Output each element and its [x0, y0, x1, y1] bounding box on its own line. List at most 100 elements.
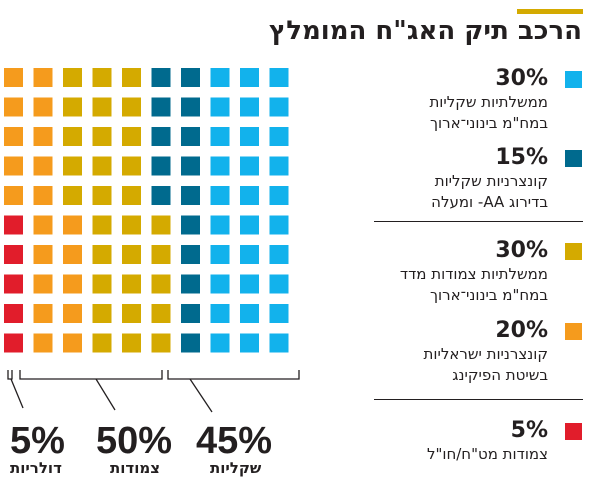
- waffle-cell-usd: [4, 304, 23, 323]
- legend-label-line: צמודות מט"ח/חו"ל: [426, 445, 548, 463]
- legend-item-gov-linked: 30% ממשלתיות צמודות מדד במח"מ בינוני־ארו…: [342, 238, 582, 308]
- waffle-cell-gov_cpi: [240, 186, 259, 205]
- waffle-cell-gov_linked: [122, 304, 141, 323]
- waffle-cell-corp_linked: [33, 245, 53, 264]
- waffle-cell-corp_cpi: [151, 156, 171, 176]
- waffle-cell-gov_linked: [122, 68, 141, 87]
- waffle-cell-gov_cpi: [210, 304, 230, 323]
- legend-divider: [374, 399, 583, 400]
- waffle-cell-gov_cpi: [210, 97, 230, 117]
- group-percent-linked: 50%: [96, 420, 173, 462]
- waffle-cell-corp_linked: [33, 304, 53, 323]
- waffle-cell-gov_cpi: [210, 245, 230, 264]
- waffle-cell-corp_cpi: [181, 215, 200, 235]
- waffle-cell-corp_linked: [4, 68, 23, 87]
- waffle-cell-corp_cpi: [151, 68, 171, 87]
- waffle-cell-gov_linked: [92, 274, 112, 294]
- waffle-cell-gov_cpi: [240, 215, 259, 235]
- group-label-shekel: שקליות: [210, 459, 262, 477]
- waffle-cell-corp_linked: [4, 97, 23, 117]
- legend-swatch: [565, 323, 582, 340]
- waffle-cell-gov_linked: [151, 304, 171, 323]
- group-percent-shekel: 45%: [196, 420, 273, 462]
- legend-divider: [374, 221, 583, 222]
- legend-percent: 5%: [510, 418, 548, 443]
- waffle-cell-corp_cpi: [151, 127, 171, 146]
- waffle-cell-gov_cpi: [210, 156, 230, 176]
- group-bracket-linked: [19, 370, 163, 411]
- waffle-cell-corp_linked: [63, 333, 82, 353]
- group-bracket-shekel: [167, 370, 300, 413]
- legend-label-line: ממשלתיות שקליות: [429, 93, 548, 111]
- waffle-cell-gov_linked: [92, 333, 112, 353]
- legend-item-gov-shekel: 30% ממשלתיות שקליות במח"מ בינוני־ארוך: [342, 66, 582, 136]
- waffle-cell-gov_linked: [63, 97, 82, 117]
- waffle-cell-gov_linked: [92, 245, 112, 264]
- waffle-cell-corp_linked: [33, 68, 53, 87]
- waffle-cell-gov_linked: [122, 333, 141, 353]
- group-percent-dollar: 5%: [10, 420, 65, 462]
- legend-label-line: קונצרניות ישראליות: [423, 345, 548, 363]
- title-accent-bar: [517, 9, 583, 14]
- waffle-cell-corp_linked: [63, 274, 82, 294]
- waffle-cell-corp_cpi: [181, 186, 200, 205]
- waffle-cell-gov_cpi: [269, 274, 289, 294]
- waffle-cell-gov_cpi: [269, 186, 289, 205]
- waffle-cell-gov_linked: [122, 245, 141, 264]
- waffle-cell-gov_linked: [92, 215, 112, 235]
- waffle-cell-gov_cpi: [269, 333, 289, 353]
- waffle-cell-usd: [4, 245, 23, 264]
- legend-item-corp-linked: 20% קונצרניות ישראליות בשיטת הפיקינג: [342, 318, 582, 388]
- waffle-cell-gov_cpi: [240, 274, 259, 294]
- waffle-cell-corp_cpi: [181, 274, 200, 294]
- waffle-cell-gov_linked: [122, 156, 141, 176]
- waffle-cell-corp_cpi: [181, 68, 200, 87]
- waffle-cell-corp_linked: [4, 156, 23, 176]
- waffle-cell-gov_cpi: [269, 304, 289, 323]
- waffle-cell-gov_linked: [151, 333, 171, 353]
- legend-label-line: בשיטת הפיקינג: [452, 366, 548, 384]
- waffle-cell-gov_linked: [151, 215, 171, 235]
- waffle-cell-gov_linked: [63, 156, 82, 176]
- waffle-cell-corp_linked: [33, 156, 53, 176]
- waffle-cell-corp_linked: [33, 127, 53, 146]
- waffle-cell-corp_cpi: [181, 127, 200, 146]
- waffle-cell-gov_cpi: [269, 156, 289, 176]
- waffle-cell-gov_linked: [63, 68, 82, 87]
- waffle-cell-gov_linked: [122, 186, 141, 205]
- legend-item-corp-shekel: 15% קונצרניות שקליות בדירוג AA- ומעלה: [342, 145, 582, 215]
- legend-swatch: [565, 71, 582, 88]
- waffle-cell-gov_cpi: [210, 186, 230, 205]
- legend-label-line: במח"מ בינוני־ארוך: [429, 286, 548, 304]
- waffle-cell-gov_linked: [122, 127, 141, 146]
- waffle-cell-gov_cpi: [269, 127, 289, 146]
- waffle-cell-corp_linked: [33, 186, 53, 205]
- group-label-dollar: דולריות: [10, 459, 62, 477]
- waffle-cell-gov_linked: [122, 97, 141, 117]
- waffle-cell-gov_linked: [92, 68, 112, 87]
- waffle-cell-gov_cpi: [269, 245, 289, 264]
- waffle-cell-usd: [4, 215, 23, 235]
- waffle-cell-gov_cpi: [269, 215, 289, 235]
- waffle-cell-gov_cpi: [210, 127, 230, 146]
- waffle-cell-gov_linked: [92, 186, 112, 205]
- legend-label-line: במח"מ בינוני־ארוך: [429, 114, 548, 132]
- waffle-cell-gov_linked: [122, 274, 141, 294]
- waffle-cell-corp_cpi: [151, 186, 171, 205]
- waffle-cell-gov_linked: [151, 245, 171, 264]
- waffle-cell-gov_linked: [151, 274, 171, 294]
- waffle-cell-gov_linked: [92, 304, 112, 323]
- waffle-cell-corp_cpi: [181, 333, 200, 353]
- waffle-cell-gov_cpi: [240, 245, 259, 264]
- legend-label-line: ממשלתיות צמודות מדד: [399, 265, 548, 283]
- waffle-cell-gov_cpi: [240, 333, 259, 353]
- waffle-cell-gov_cpi: [210, 68, 230, 87]
- group-bracket-dollar: [7, 370, 24, 409]
- waffle-cell-usd: [4, 333, 23, 353]
- waffle-cell-corp_cpi: [151, 97, 171, 117]
- waffle-cell-corp_linked: [63, 215, 82, 235]
- legend-item-usd: 5% צמודות מט"ח/חו"ל: [342, 418, 582, 468]
- legend-percent: 30%: [495, 238, 548, 263]
- waffle-cell-gov_cpi: [240, 127, 259, 146]
- waffle-cell-corp_linked: [63, 304, 82, 323]
